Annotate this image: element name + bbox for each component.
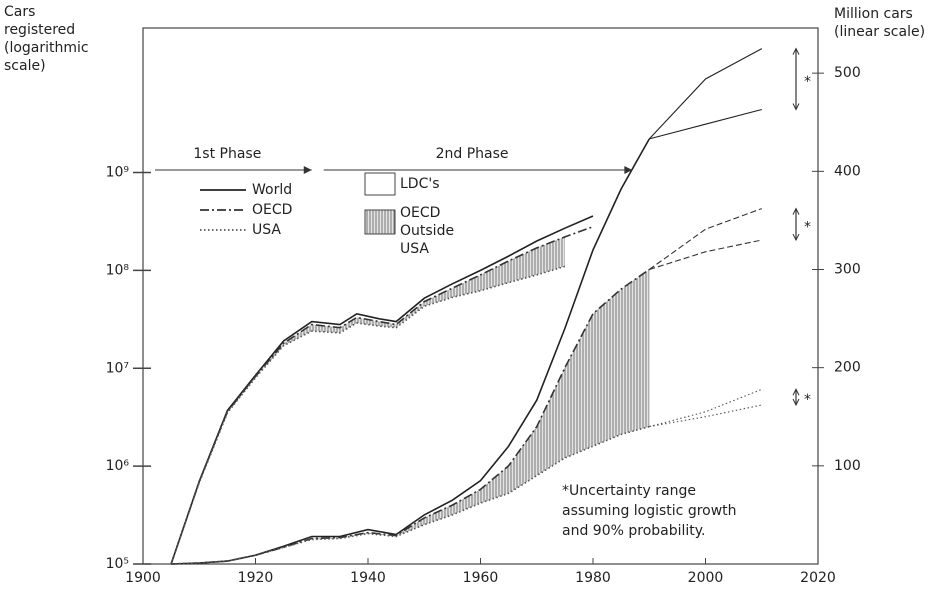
x-tick-label: 1940 [350,570,386,586]
x-tick-label: 1920 [238,570,274,586]
legend-label: LDC's [400,176,440,192]
plot-frame [142,27,819,565]
uncertainty-marker: * [804,392,811,408]
legend-label: Outside [400,223,454,239]
log-line [170,265,566,565]
projection-line [649,108,762,140]
y-axis-title: (logarithmic [4,40,89,56]
y2-axis-title: Million cars [834,6,913,22]
x-tick-label: 1900 [125,570,161,586]
linear-line [171,425,650,565]
note: assuming logistic growth [562,503,737,519]
y2-tick-label: 500 [834,65,861,81]
legend-label: OECD [400,205,440,221]
projection-line [649,239,762,271]
phase-label: 1st Phase [193,146,261,162]
y-axis-title: registered [4,22,75,38]
arrow-head [624,166,633,174]
y2-tick-label: 200 [834,360,861,376]
projection-line [648,48,763,140]
x-tick-label: 2020 [800,570,836,586]
uncertainty-marker: * [804,74,811,90]
legend-swatch-oecd-outside-usa [364,209,396,235]
projection-line [648,208,762,270]
y2-tick-label: 100 [834,458,861,474]
y-tick-label: 10⁸ [106,262,130,278]
y-tick-label: 10⁵ [106,556,129,572]
projection-line [649,404,762,428]
legend-label: World [252,182,292,198]
y-tick-label: 10⁹ [106,165,130,181]
note: and 90% probability. [562,523,706,539]
y2-tick-label: 400 [834,163,861,179]
y-tick-label: 10⁷ [106,360,129,376]
arrow-head [792,388,800,407]
phase-label: 2nd Phase [436,146,509,162]
area-oecd-outside-usa [311,269,650,540]
arrow-head [792,47,800,111]
y2-axis-title: (linear scale) [834,24,925,40]
x-tick-label: 1980 [575,570,611,586]
legend-label: USA [400,241,429,257]
arrow-head [792,207,800,242]
y2-tick-label: 300 [834,261,861,277]
note: *Uncertainty range [562,483,696,499]
y-axis-title: scale) [4,58,46,74]
log-line [170,225,594,565]
y-tick-label: 10⁶ [106,458,130,474]
uncertainty-marker: * [804,219,811,235]
legend-label: OECD [252,202,292,218]
area-oecd-outside-usa [199,236,565,483]
legend-swatch-ldc [364,172,396,196]
arrow-head [303,166,312,174]
x-tick-label: 1960 [463,570,499,586]
y-axis-title: Cars [4,4,35,20]
x-tick-label: 2000 [688,570,724,586]
legend-label: USA [252,222,281,238]
